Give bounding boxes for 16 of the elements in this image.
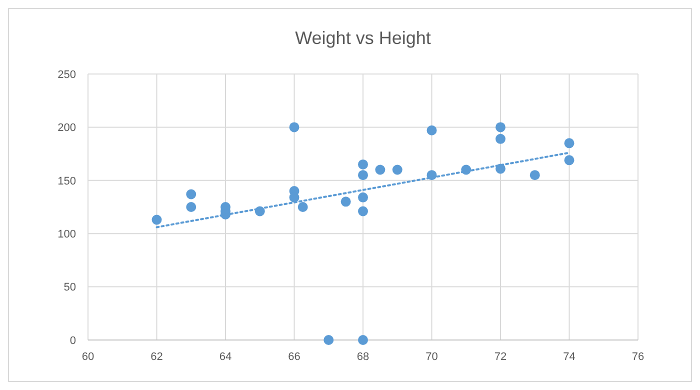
- x-tick-label: 60: [82, 351, 94, 363]
- y-tick-label: 150: [58, 175, 76, 188]
- x-tick-label: 76: [632, 351, 644, 363]
- y-tick-label: 50: [64, 282, 76, 294]
- y-tick-label: 250: [58, 68, 76, 81]
- x-tick-label: 70: [426, 351, 438, 363]
- chart-title: Weight vs Height: [295, 28, 431, 48]
- x-tick-label: 62: [150, 351, 163, 363]
- y-tick-label: 0: [70, 334, 76, 347]
- x-tick-label: 64: [219, 351, 232, 363]
- x-tick-label: 74: [563, 351, 576, 363]
- x-tick-label: 68: [356, 351, 370, 363]
- y-tick-label: 200: [58, 122, 76, 134]
- x-tick-label: 72: [494, 351, 507, 363]
- x-tick-label: 66: [288, 351, 300, 363]
- y-tick-label: 100: [58, 228, 76, 240]
